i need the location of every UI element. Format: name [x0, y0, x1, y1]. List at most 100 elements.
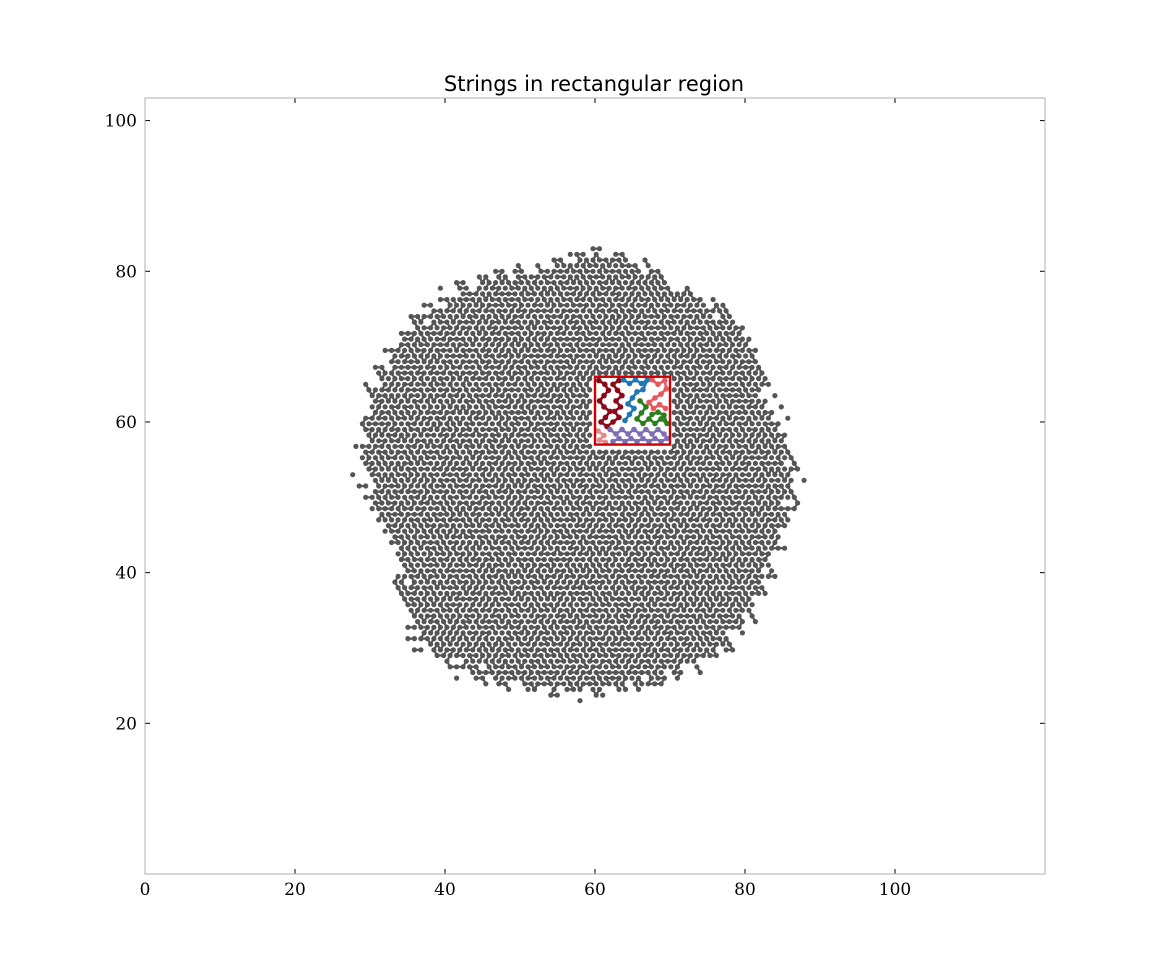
- string-point: [411, 534, 417, 540]
- string-point: [697, 568, 703, 574]
- string-point: [704, 602, 710, 608]
- string-point: [551, 528, 557, 534]
- string-point: [522, 658, 528, 664]
- string-point: [726, 641, 733, 647]
- string-point: [619, 624, 625, 630]
- string-point: [518, 664, 525, 670]
- string-point: [483, 613, 489, 619]
- string-point: [548, 692, 554, 698]
- string-point: [411, 511, 417, 517]
- string-point: [402, 562, 408, 568]
- string-point: [726, 619, 733, 625]
- string-point: [739, 596, 746, 602]
- string-point: [629, 517, 635, 523]
- string-point: [619, 658, 625, 664]
- string-point: [509, 534, 515, 540]
- string-point: [687, 619, 694, 625]
- string-point: [577, 675, 583, 681]
- string-point: [577, 607, 583, 613]
- string-point: [593, 523, 599, 529]
- string-point: [661, 675, 668, 681]
- string-point: [512, 539, 518, 546]
- string-point: [405, 590, 411, 597]
- string-point: [713, 562, 720, 568]
- string-point: [661, 528, 668, 534]
- string-point: [421, 630, 427, 636]
- string-point: [778, 517, 784, 523]
- string-point: [434, 585, 440, 591]
- string-point: [622, 686, 629, 693]
- string-point: [697, 534, 703, 540]
- string-point: [567, 579, 573, 585]
- string-point: [528, 658, 534, 664]
- string-point: [564, 517, 570, 523]
- string-point: [460, 641, 466, 647]
- string-point: [658, 669, 664, 676]
- string-point: [411, 556, 417, 563]
- string-point: [531, 652, 538, 659]
- string-point: [567, 602, 573, 608]
- string-point: [583, 630, 590, 636]
- string-point: [593, 545, 599, 551]
- string-point: [668, 528, 674, 534]
- string-point: [535, 579, 541, 585]
- string-point: [544, 619, 551, 625]
- string-point: [629, 562, 635, 568]
- string-point: [606, 624, 612, 630]
- string-point: [460, 517, 466, 523]
- string-point: [652, 556, 658, 563]
- string-point: [603, 630, 609, 636]
- string-point: [616, 596, 622, 602]
- string-point: [743, 579, 749, 585]
- string-point: [411, 545, 417, 551]
- string-point: [642, 664, 648, 670]
- string-point: [454, 528, 460, 534]
- string-point: [600, 568, 606, 574]
- string-point: [460, 664, 466, 670]
- string-point: [603, 562, 609, 568]
- string-point: [600, 579, 606, 585]
- string-point: [499, 652, 505, 659]
- string-point: [551, 619, 557, 625]
- string-point: [684, 534, 690, 540]
- string-point: [678, 556, 684, 563]
- string-point: [616, 641, 622, 647]
- string-point: [583, 551, 590, 557]
- string-point: [541, 568, 547, 574]
- string-point: [626, 579, 632, 585]
- string-point: [528, 511, 534, 517]
- string-point: [629, 607, 635, 613]
- string-point: [626, 602, 632, 608]
- string-point: [736, 602, 742, 608]
- string-point: [661, 562, 668, 568]
- string-point: [661, 539, 668, 546]
- string-point: [405, 534, 411, 540]
- string-point: [687, 630, 694, 636]
- string-point: [710, 523, 716, 529]
- string-point: [700, 528, 707, 534]
- string-point: [544, 630, 551, 636]
- string-point: [723, 556, 729, 563]
- string-point: [512, 573, 518, 580]
- string-point: [499, 528, 505, 534]
- string-point: [655, 517, 661, 523]
- string-point: [538, 539, 544, 546]
- string-point: [502, 545, 508, 551]
- string-point: [554, 568, 560, 574]
- string-point: [418, 590, 424, 597]
- string-point: [502, 681, 508, 687]
- string-point: [463, 545, 469, 551]
- string-point: [518, 528, 525, 534]
- string-point: [704, 624, 710, 630]
- string-point: [434, 551, 440, 557]
- string-point: [746, 562, 752, 568]
- string-point: [580, 523, 586, 529]
- string-point: [457, 568, 463, 574]
- string-point: [570, 641, 577, 647]
- string-point: [522, 624, 528, 630]
- string-point: [538, 675, 544, 681]
- string-point: [574, 590, 580, 597]
- string-point: [405, 624, 411, 630]
- string-point: [418, 545, 424, 551]
- string-point: [418, 613, 424, 619]
